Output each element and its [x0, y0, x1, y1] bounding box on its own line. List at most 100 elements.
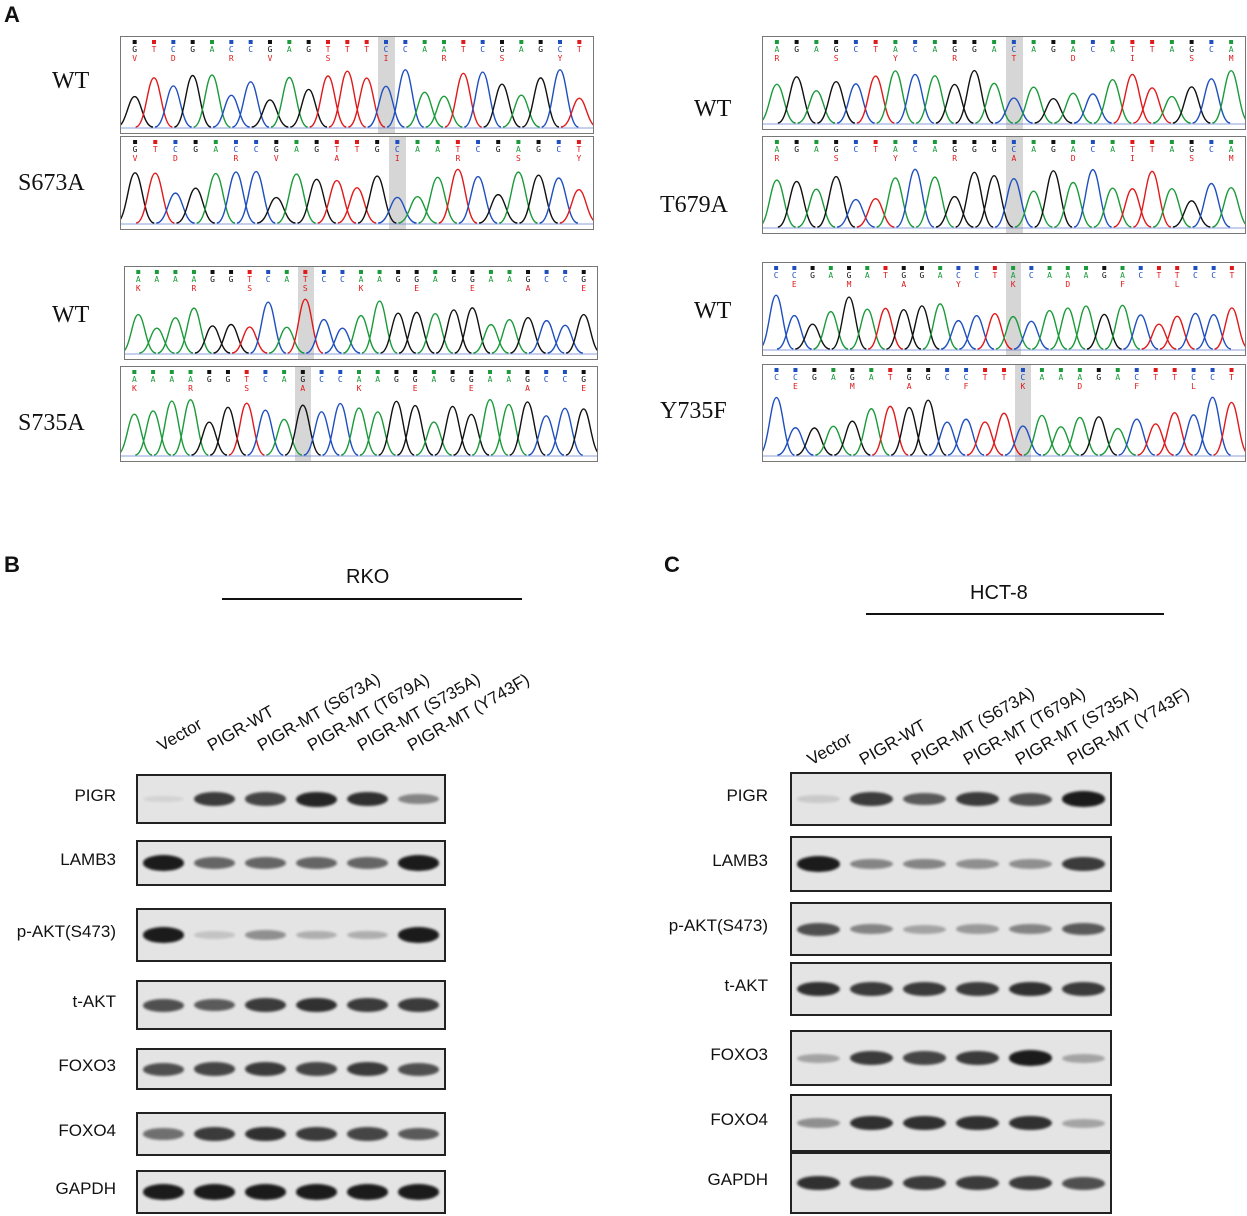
base-call: A — [435, 145, 440, 154]
base-call: A — [516, 145, 521, 154]
base-call: G — [525, 375, 530, 384]
blot-label: FOXO3 — [58, 1056, 116, 1075]
base-marker — [792, 266, 797, 270]
amino-acid: K — [359, 284, 364, 293]
chromatogram-peak — [380, 312, 417, 354]
base-marker — [1138, 266, 1143, 270]
chromatogram-peak — [909, 399, 947, 456]
blot-band — [193, 792, 236, 806]
base-marker — [793, 368, 798, 372]
blot-label: p-AKT(S473) — [16, 922, 116, 941]
base-marker — [1110, 140, 1115, 144]
base-marker — [132, 40, 137, 44]
base-marker — [154, 270, 159, 274]
chromatogram-peak — [287, 298, 324, 354]
base-marker — [516, 140, 521, 144]
base-marker — [395, 140, 400, 144]
base-call: A — [1169, 145, 1174, 154]
chromatogram-peak — [763, 396, 795, 456]
base-call: G — [1051, 45, 1056, 54]
base-call: G — [132, 45, 137, 54]
base-call: T — [577, 45, 582, 54]
base-marker — [932, 40, 937, 44]
base-marker — [538, 40, 543, 44]
chromatogram-peak — [305, 318, 342, 354]
base-marker — [952, 40, 957, 44]
chromatogram-peak — [483, 83, 521, 128]
chromatogram-trace: GVT CDG A CRC GVA G TAT G CIA A TRC G ASG C TY — [121, 140, 593, 225]
blot-membrane — [790, 836, 1112, 892]
chrom-label-wt: WT — [694, 96, 732, 122]
base-marker — [907, 368, 912, 372]
amino-acid: A — [526, 284, 531, 293]
base-call: A — [1229, 45, 1234, 54]
base-marker — [992, 266, 997, 270]
blot-band — [849, 923, 894, 935]
chromatogram-peak — [231, 81, 270, 128]
amino-acid: I — [1130, 154, 1135, 163]
base-call: A — [865, 271, 870, 280]
chromatogram-peak — [256, 196, 296, 224]
chromatogram-peak — [1004, 425, 1042, 456]
base-call: G — [413, 375, 418, 384]
chromatogram-peak — [157, 317, 194, 354]
base-call: A — [869, 373, 874, 382]
chromatogram-peak — [813, 310, 849, 350]
amino-acid: D — [1077, 382, 1082, 391]
base-call: G — [193, 145, 198, 154]
base-call: A — [282, 375, 287, 384]
base-marker — [396, 270, 401, 274]
chromatogram-peak — [1073, 169, 1112, 228]
blot-label: GAPDH — [707, 1170, 768, 1189]
blot-band — [1008, 923, 1053, 935]
base-call: G — [581, 275, 586, 284]
base-call: T — [455, 145, 460, 154]
chromatogram-peak — [994, 97, 1033, 124]
base-call: T — [1130, 145, 1135, 154]
base-call: T — [152, 45, 157, 54]
base-call: C — [321, 275, 326, 284]
base-call: A — [169, 375, 174, 384]
base-call: G — [306, 45, 311, 54]
base-marker — [1065, 266, 1070, 270]
amino-acid: R — [234, 154, 239, 163]
chromatogram-peak — [1031, 309, 1068, 350]
base-call: T — [1150, 45, 1155, 54]
chromatogram-peak — [1194, 396, 1231, 456]
blot-band — [295, 997, 338, 1013]
chromatogram-peak — [1212, 187, 1245, 228]
base-call: G — [1102, 271, 1107, 280]
chromatogram-peak — [836, 198, 875, 228]
base-marker — [913, 40, 918, 44]
chromatogram-peak — [397, 404, 434, 456]
base-call: C — [338, 375, 343, 384]
base-marker — [442, 40, 446, 44]
chromatogram-peak — [856, 75, 895, 124]
base-call: G — [1189, 145, 1194, 154]
base-marker — [364, 40, 369, 44]
blot-band — [955, 924, 1000, 934]
blot-band — [295, 1062, 338, 1076]
chrom-label-wt: WT — [52, 68, 90, 94]
amino-acid: R — [952, 54, 957, 63]
base-call: A — [1065, 271, 1070, 280]
blot-membrane — [136, 1112, 446, 1156]
chromatogram-peak — [1159, 315, 1195, 350]
chromatogram-trace: GVT CDG A CRC GVA G TST T CIC A ART C GSA G CYT — [121, 40, 593, 129]
base-marker — [319, 370, 324, 374]
base-marker — [300, 370, 305, 374]
amino-acid: Y — [893, 54, 898, 63]
base-marker — [133, 140, 138, 144]
base-marker — [229, 270, 234, 274]
base-marker — [828, 266, 833, 270]
base-marker — [847, 266, 852, 270]
base-call: G — [952, 145, 957, 154]
base-marker — [992, 40, 997, 44]
amino-acid: E — [413, 384, 418, 393]
chromatogram-peak — [209, 406, 247, 456]
chromatogram-peak — [955, 69, 994, 124]
mutation-highlight — [1005, 263, 1022, 355]
base-marker — [1039, 368, 1044, 372]
chromatogram-peak — [386, 69, 425, 128]
